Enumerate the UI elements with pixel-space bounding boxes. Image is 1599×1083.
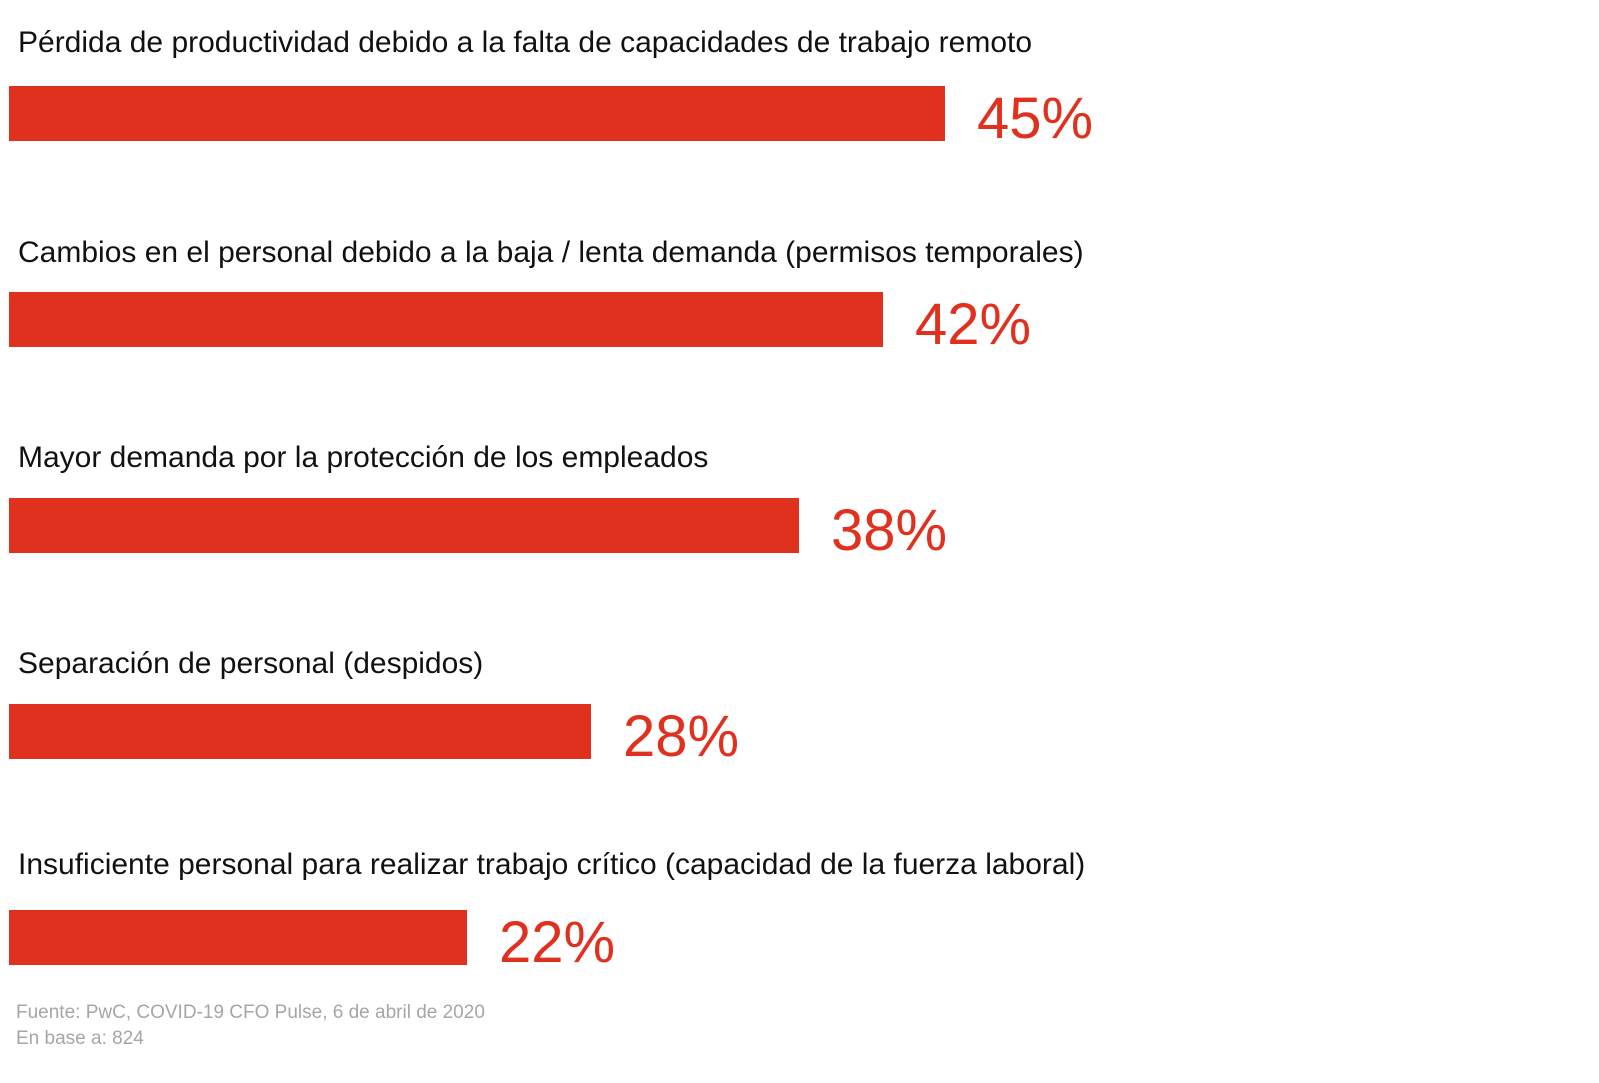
bar (9, 498, 799, 553)
value-label: 42% (915, 292, 1032, 357)
bar (9, 292, 883, 347)
category-label: Separación de personal (despidos) (18, 647, 484, 680)
value-label: 22% (499, 910, 616, 975)
source-note: Fuente: PwC, COVID-19 CFO Pulse, 6 de ab… (16, 1002, 485, 1023)
category-label: Pérdida de productividad debido a la fal… (18, 26, 1033, 59)
category-label: Insuficiente personal para realizar trab… (18, 848, 1086, 881)
sample-size-note: En base a: 824 (16, 1028, 144, 1049)
bar-chart: Pérdida de productividad debido a la fal… (9, 26, 1094, 975)
value-label: 45% (977, 86, 1094, 151)
bar (9, 910, 467, 965)
bar (9, 86, 945, 141)
category-label: Mayor demanda por la protección de los e… (18, 441, 709, 474)
bar (9, 704, 591, 759)
category-label: Cambios en el personal debido a la baja … (18, 236, 1084, 269)
value-label: 38% (831, 498, 948, 563)
value-label: 28% (623, 704, 740, 769)
